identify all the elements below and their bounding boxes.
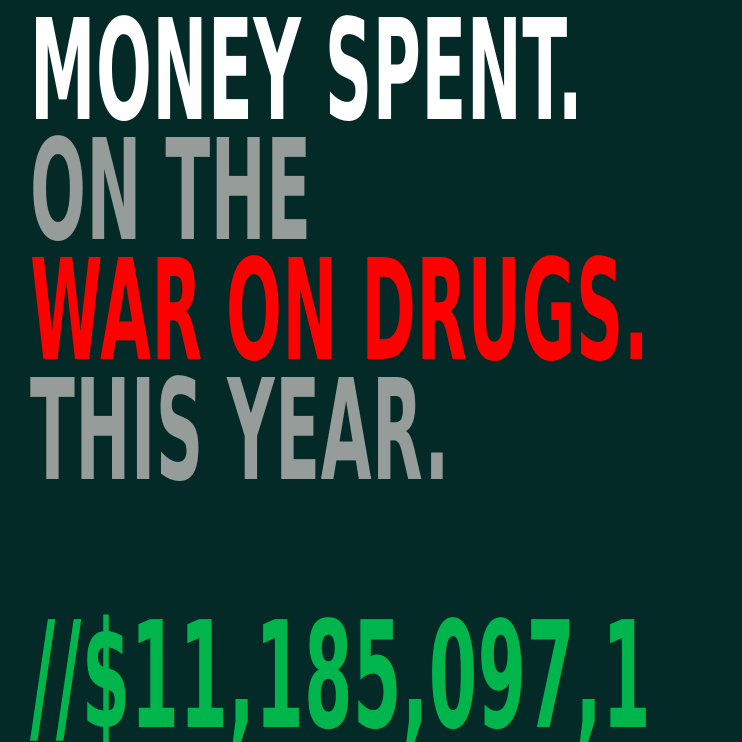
headline-war-on-drugs: WAR ON DRUGS. [30,230,650,393]
headline-this-year: THIS YEAR. [30,350,450,513]
headline-on-the: ON THE [30,110,312,273]
headline-money-spent: MONEY SPENT. [30,0,584,153]
spending-counter: //$11,185,097,1 [30,590,652,742]
